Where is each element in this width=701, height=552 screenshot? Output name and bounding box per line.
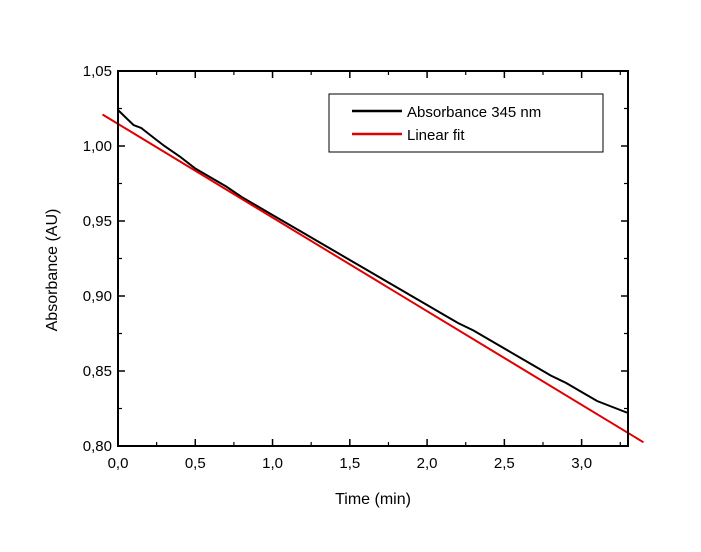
x-tick-label: 1,5 bbox=[339, 455, 360, 472]
x-tick-label: 2,0 bbox=[417, 455, 438, 472]
y-tick-labels: 0,80 0,85 0,90 0,95 1,00 1,05 bbox=[83, 63, 112, 455]
y-axis-title: Absorbance (AU) bbox=[44, 209, 61, 332]
x-tick-label: 0,5 bbox=[185, 455, 206, 472]
x-tick-label: 3,0 bbox=[571, 455, 592, 472]
legend-label-absorbance: Absorbance 345 nm bbox=[407, 104, 541, 121]
x-tick-label: 1,0 bbox=[262, 455, 283, 472]
absorbance-345nm-series bbox=[117, 109, 629, 414]
legend: Absorbance 345 nm Linear fit bbox=[328, 93, 604, 153]
x-axis-title: Time (min) bbox=[335, 491, 411, 508]
legend-box bbox=[328, 93, 604, 153]
y-tick-label: 1,00 bbox=[83, 138, 112, 155]
y-tick-label: 0,90 bbox=[83, 288, 112, 305]
x-tick-label: 2,5 bbox=[494, 455, 515, 472]
y-tick-label: 0,80 bbox=[83, 438, 112, 455]
y-tick-label: 0,85 bbox=[83, 363, 112, 380]
x-tick-label: 0,0 bbox=[108, 455, 129, 472]
y-tick-label: 1,05 bbox=[83, 63, 112, 80]
y-tick-label: 0,95 bbox=[83, 213, 112, 230]
legend-label-linear-fit: Linear fit bbox=[407, 127, 465, 144]
x-tick-labels: 0,0 0,5 1,0 1,5 2,0 2,5 3,0 bbox=[108, 455, 592, 472]
linear-fit-series bbox=[101, 113, 645, 444]
plot-area-frame bbox=[117, 70, 629, 447]
series-layer bbox=[101, 109, 645, 444]
